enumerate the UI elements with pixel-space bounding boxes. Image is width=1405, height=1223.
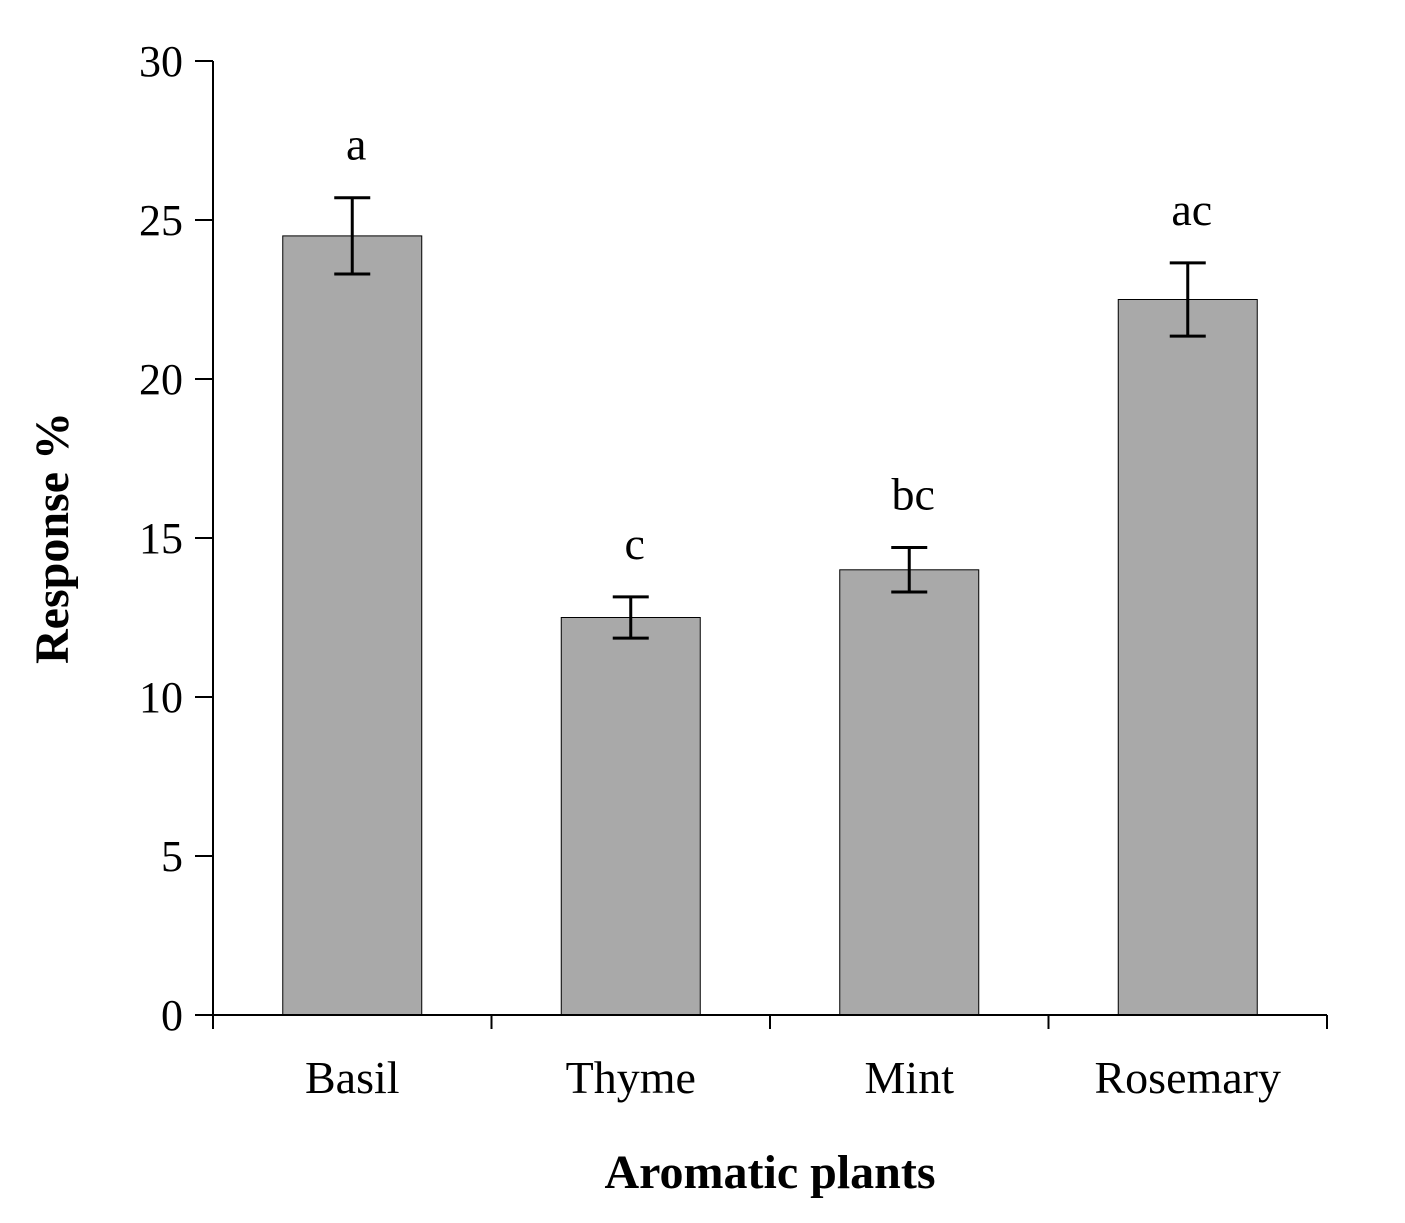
error-bar-mint <box>891 546 928 594</box>
y-tick-label: 15 <box>139 514 183 563</box>
error-bar-rosemary <box>1169 261 1206 338</box>
significance-label-rosemary: ac <box>1171 184 1212 235</box>
y-tick-label: 30 <box>139 37 183 86</box>
category-label-basil: Basil <box>305 1052 400 1103</box>
significance-label-basil: a <box>346 119 366 170</box>
x-axis-title: Aromatic plants <box>604 1146 935 1199</box>
bar-mint <box>839 569 980 1016</box>
y-tick-label: 10 <box>139 673 183 722</box>
significance-label-mint: bc <box>892 469 935 520</box>
bar-rosemary <box>1117 299 1258 1016</box>
x-ticks-layer <box>212 1015 1328 1029</box>
labels-layer: a Basil c Thyme bc Mint ac Rosemary <box>305 119 1281 1103</box>
y-tick-label: 25 <box>139 196 183 245</box>
category-label-mint: Mint <box>865 1052 955 1103</box>
y-axis-title: Response % <box>26 412 79 664</box>
error-bar-thyme <box>612 595 649 640</box>
y-tick-label: 0 <box>161 991 183 1040</box>
y-ticks-layer: 0 5 10 15 20 25 30 <box>139 37 213 1040</box>
y-tick-label: 20 <box>139 355 183 404</box>
error-bars-layer <box>334 196 1206 640</box>
bar-thyme <box>560 617 701 1016</box>
bars-layer <box>282 235 1258 1016</box>
y-tick-label: 5 <box>161 832 183 881</box>
significance-label-thyme: c <box>625 518 645 569</box>
error-bar-basil <box>334 196 371 276</box>
category-label-thyme: Thyme <box>566 1052 696 1103</box>
bar-basil <box>282 235 423 1016</box>
category-label-rosemary: Rosemary <box>1094 1052 1281 1103</box>
